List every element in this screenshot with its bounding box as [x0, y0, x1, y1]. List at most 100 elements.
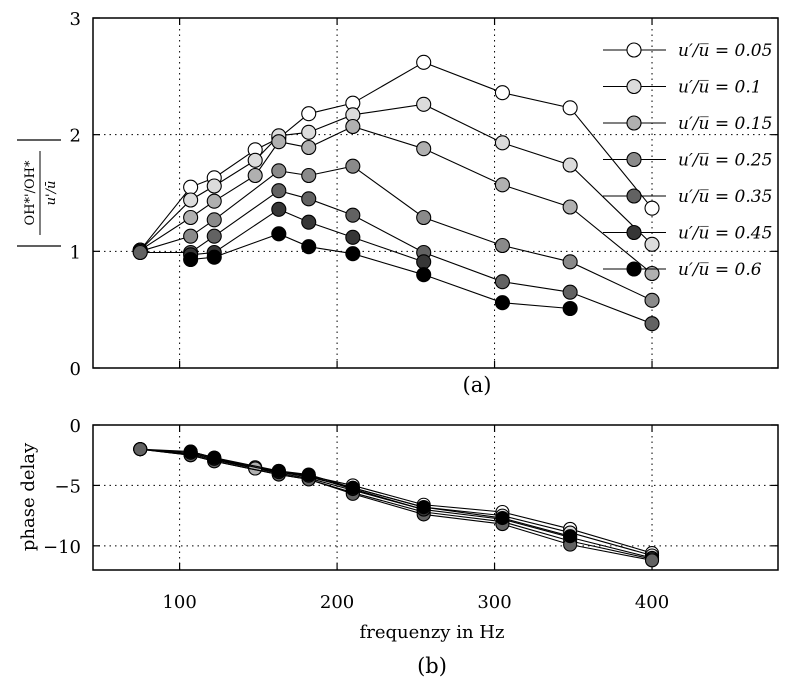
data-point: [494, 274, 510, 290]
series-0.35: [132, 183, 660, 332]
plot-frame-a: [92, 17, 779, 369]
data-point: [301, 191, 317, 207]
series-0.6: [183, 226, 578, 317]
data-point: [206, 212, 222, 228]
data-point: [206, 193, 222, 209]
data-point: [207, 450, 222, 465]
x-axis-label: frequenzy in Hz: [360, 622, 505, 643]
legend-label: u′/u̅ = 0.05: [678, 41, 772, 61]
data-point: [271, 201, 287, 217]
data-point: [301, 139, 317, 156]
data-point: [183, 209, 199, 226]
data-point: [494, 85, 510, 101]
legend-entry: u′/u̅ = 0.1: [603, 78, 762, 98]
legend-label: u′/u̅ = 0.45: [678, 224, 772, 244]
data-point: [563, 529, 578, 544]
data-point: [301, 106, 317, 122]
plot-frame-b: [92, 424, 779, 571]
y-ticks-a: 0 1 2 3: [70, 9, 778, 380]
data-point: [562, 284, 578, 300]
data-point: [416, 141, 432, 157]
legend-entry: u′/u̅ = 0.05: [603, 41, 772, 61]
series-group-b: [133, 442, 660, 568]
data-point: [495, 510, 510, 526]
data-point: [301, 124, 317, 140]
y-ticks-b: 0 −5 −10: [43, 416, 778, 558]
data-point: [562, 100, 578, 116]
legend-marker: [626, 115, 642, 131]
legend-marker: [626, 224, 642, 241]
data-point: [345, 207, 361, 223]
grid-a: [93, 18, 778, 368]
x-tick-label: 300: [477, 592, 511, 613]
series-line: [190, 451, 571, 537]
data-point: [562, 300, 578, 317]
data-point: [416, 54, 432, 70]
legend: u′/u̅ = 0.05 u′/u̅ = 0.1 u′/u̅ = 0.15 u′/u̅…: [603, 41, 772, 280]
data-point: [247, 152, 263, 168]
data-point: [644, 236, 660, 252]
series-group-a: [132, 54, 660, 332]
data-point: [345, 480, 360, 495]
data-point: [183, 192, 199, 208]
legend-entry: u′/u̅ = 0.35: [603, 187, 772, 207]
y-axis-label-b: phase delay: [18, 442, 39, 551]
data-point: [416, 96, 432, 112]
data-point: [301, 214, 317, 230]
data-point: [416, 500, 431, 515]
data-point: [494, 295, 510, 311]
series-0.6: [183, 444, 578, 544]
legend-marker: [626, 188, 642, 204]
series-line: [140, 165, 653, 301]
y-tick-label: 2: [70, 126, 81, 147]
series-0.15: [132, 118, 660, 282]
x-tick-label: 200: [320, 592, 354, 613]
data-point: [133, 442, 148, 457]
data-point: [271, 183, 287, 199]
grid-b: [93, 425, 778, 570]
legend-marker: [626, 151, 642, 168]
data-point: [416, 267, 432, 283]
x-ticks-b: 100 200 300 400: [162, 425, 669, 613]
data-point: [301, 167, 317, 184]
y-tick-label: 1: [70, 242, 81, 263]
legend-label: u′/u̅ = 0.15: [678, 114, 772, 134]
data-point: [644, 316, 660, 332]
y-tick-label: 3: [70, 9, 81, 30]
y-tick-label: 0: [70, 416, 81, 437]
data-point: [183, 179, 199, 195]
legend-marker: [626, 42, 642, 58]
data-point: [494, 135, 510, 151]
data-point: [494, 237, 510, 254]
legend-entry: u′/u̅ = 0.15: [603, 114, 772, 134]
data-point: [494, 177, 510, 193]
x-tick-label: 100: [162, 592, 196, 613]
data-point: [247, 167, 263, 184]
data-point: [271, 134, 287, 150]
legend-marker: [626, 78, 642, 95]
y-tick-label: −10: [43, 537, 81, 558]
data-point: [183, 228, 199, 244]
y-axis-label-numerator: OH*'/OH*: [23, 160, 38, 225]
data-point: [416, 209, 432, 226]
legend-entry: u′/u̅ = 0.6: [603, 260, 762, 280]
legend-entry: u′/u̅ = 0.45: [603, 224, 772, 244]
data-point: [345, 246, 361, 262]
legend-label: u′/u̅ = 0.25: [678, 151, 772, 171]
data-point: [644, 265, 660, 282]
y-tick-label: 0: [70, 359, 81, 380]
data-point: [271, 163, 287, 179]
y-tick-label: −5: [54, 476, 81, 497]
data-point: [644, 200, 660, 216]
data-point: [562, 199, 578, 215]
data-point: [206, 178, 222, 194]
data-point: [562, 157, 578, 173]
legend-entry: u′/u̅ = 0.25: [603, 151, 772, 171]
series-0.05: [132, 54, 660, 258]
legend-label: u′/u̅ = 0.35: [678, 187, 772, 207]
series-line: [140, 448, 653, 561]
data-point: [301, 239, 317, 255]
data-point: [206, 249, 222, 265]
